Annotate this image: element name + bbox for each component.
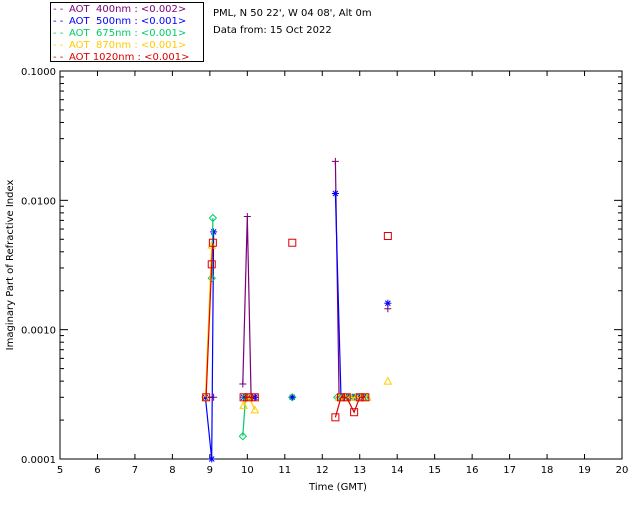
- series-4-point-13: [383, 231, 392, 240]
- series-4-point-2: [208, 238, 217, 247]
- series-4-point-4: [245, 393, 254, 402]
- x-tick-label-16: 16: [466, 465, 479, 476]
- legend-item-870nm: - - AOT 870nm : <0.001>: [53, 40, 187, 51]
- x-tick-label-18: 18: [541, 465, 554, 476]
- series-3-point-11: [383, 376, 393, 385]
- series-1-point-1: [208, 455, 216, 463]
- y-axis: 0.0001 0.0010 0.0100 0.1000: [21, 67, 622, 466]
- series-1-point-5: [251, 393, 259, 401]
- series-0-point-2: [239, 380, 247, 388]
- x-tick-label-8: 8: [169, 465, 175, 476]
- legend-item-500nm: - - AOT 500nm : <0.001>: [53, 16, 187, 27]
- x-tick-label-13: 13: [353, 465, 366, 476]
- series-4: [202, 231, 392, 422]
- y-axis-label: Imaginary Part of Refractive Index: [5, 180, 16, 351]
- series-4-point-7: [331, 413, 340, 422]
- legend-label-400nm: AOT 400nm : <0.002>: [69, 4, 187, 15]
- x-axis: 5 6 7 8 9 10 11 12 13 14 15 16 17 18 19 20: [57, 71, 629, 476]
- legend-label-1020nm: AOT 1020nm : <0.001>: [69, 52, 190, 63]
- series-2-point-1: [208, 213, 218, 223]
- series-0: [201, 157, 392, 401]
- x-tick-label-10: 10: [241, 465, 254, 476]
- series-4-point-0: [202, 393, 211, 402]
- x-tick-label-12: 12: [316, 465, 329, 476]
- series-0-point-1: [210, 393, 218, 401]
- x-tick-label-17: 17: [503, 465, 516, 476]
- y-tick-label-3: 0.1000: [21, 67, 56, 78]
- series-3-line-0: [204, 245, 213, 398]
- site-info: PML, N 50 22', W 04 08', Alt 0m: [213, 8, 372, 19]
- x-tick-label-15: 15: [428, 465, 441, 476]
- series-1-point-3: [240, 393, 248, 401]
- series-2-point-5: [288, 393, 297, 402]
- x-tick-label-11: 11: [278, 465, 291, 476]
- series-2: [207, 213, 370, 441]
- series-4-point-11: [355, 393, 364, 402]
- series-4-point-9: [342, 393, 351, 402]
- series-3-point-4: [250, 405, 260, 414]
- series-4-point-3: [239, 393, 248, 402]
- date-info: Data from: 15 Oct 2022: [213, 25, 332, 36]
- x-tick-label-5: 5: [57, 465, 63, 476]
- series-1-point-2: [210, 228, 218, 236]
- x-tick-label-19: 19: [578, 465, 591, 476]
- series-1: [201, 189, 392, 463]
- series-3-point-1: [207, 240, 217, 249]
- x-axis-label: Time (GMT): [308, 482, 367, 493]
- series-1-point-6: [288, 393, 296, 401]
- series-3-point-2: [239, 400, 248, 409]
- legend-label-675nm: AOT 675nm : <0.001>: [69, 28, 187, 39]
- x-tick-label-9: 9: [207, 465, 213, 476]
- x-tick-label-6: 6: [94, 465, 100, 476]
- y-tick-label-1: 0.0010: [21, 326, 56, 337]
- series-4-point-1: [207, 260, 216, 269]
- series-4-point-5: [250, 393, 259, 402]
- series-4-point-8: [337, 393, 345, 402]
- series-1-point-7: [331, 189, 339, 197]
- series-2-point-2: [238, 432, 248, 441]
- legend-label-500nm: AOT 500nm : <0.001>: [69, 16, 187, 27]
- y-tick-label-0: 0.0001: [21, 455, 56, 466]
- series-4-point-10: [350, 408, 359, 417]
- series-2-point-0: [207, 273, 216, 283]
- series-4-point-6: [288, 238, 297, 247]
- series-0-point-7: [331, 157, 339, 165]
- series-0-line-1: [242, 216, 256, 398]
- series-layer: [201, 157, 393, 463]
- legend-item-1020nm: - - AOT 1020nm : <0.001>: [53, 52, 190, 63]
- y-tick-label-2: 0.0100: [21, 196, 56, 207]
- series-1-line-2: [334, 193, 364, 398]
- series-3-point-0: [201, 392, 210, 401]
- series-4-line-0: [205, 242, 214, 398]
- series-0-point-3: [243, 212, 251, 220]
- x-tick-label-14: 14: [391, 465, 404, 476]
- legend-label-870nm: AOT 870nm : <0.001>: [69, 40, 187, 51]
- series-4-point-12: [361, 393, 370, 402]
- x-tick-label-20: 20: [616, 465, 629, 476]
- legend-item-675nm: - - AOT 675nm : <0.001>: [53, 28, 187, 39]
- legend-item-400nm: - - AOT 400nm : <0.002>: [53, 4, 187, 15]
- legend: - - AOT 400nm : <0.002> - - AOT 500nm : <0…: [50, 2, 204, 63]
- series-1-point-13: [384, 299, 392, 307]
- series-3: [201, 240, 393, 414]
- plot-frame: [59, 70, 623, 460]
- x-tick-label-7: 7: [132, 465, 138, 476]
